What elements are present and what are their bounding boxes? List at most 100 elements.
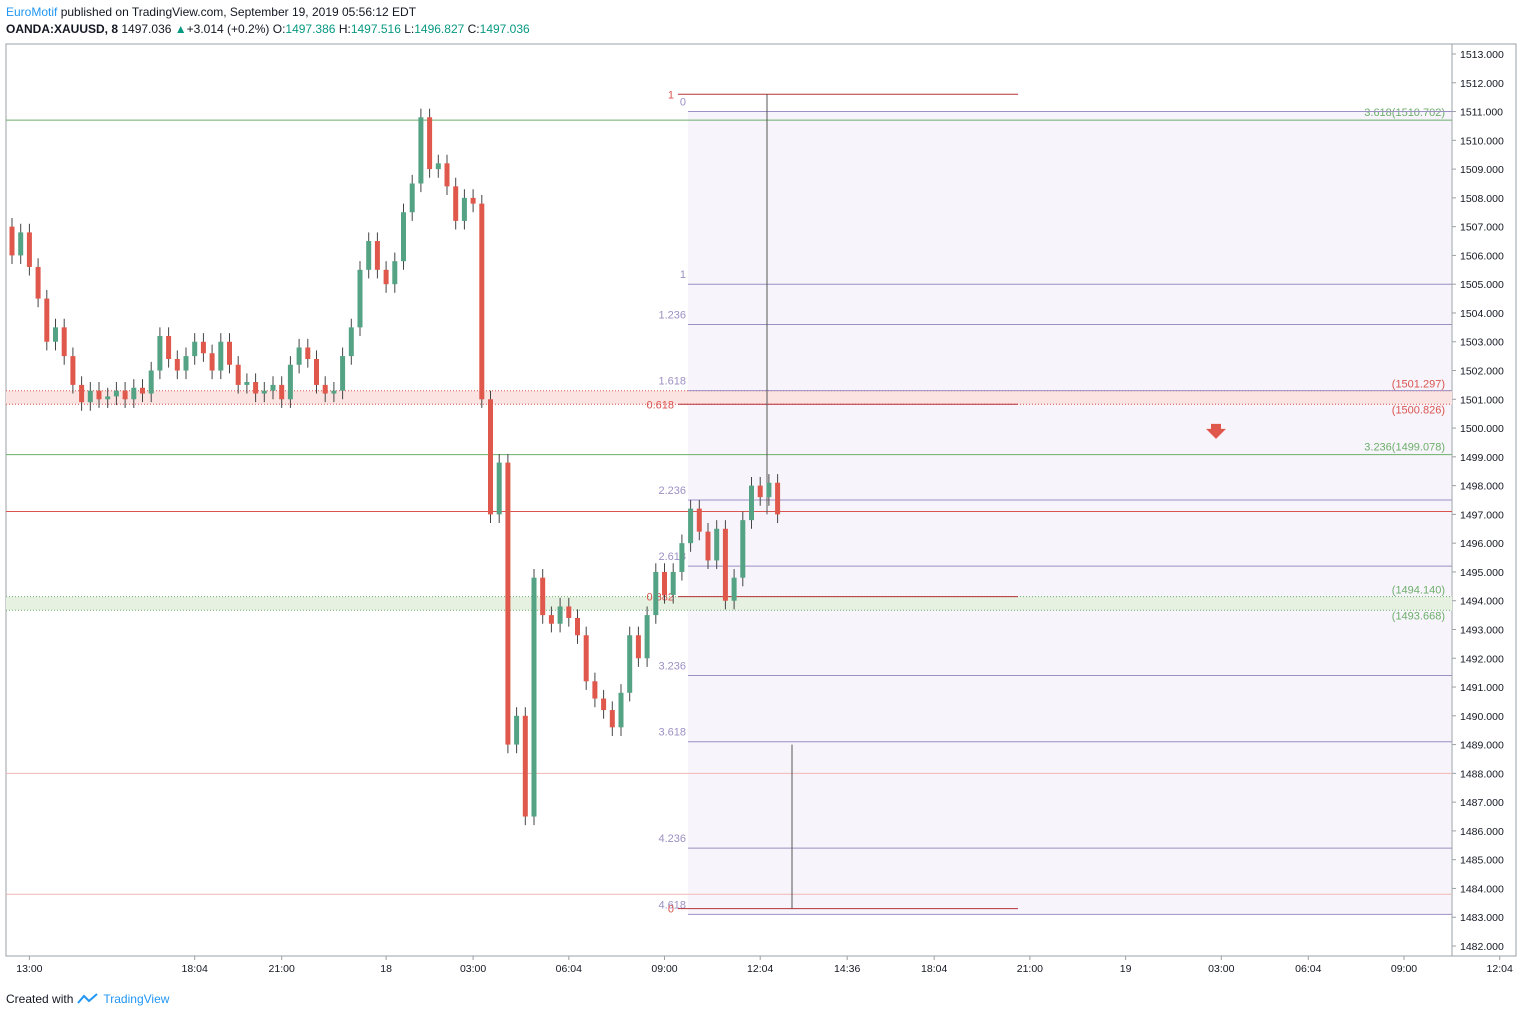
candle-body bbox=[670, 571, 676, 595]
candle-body bbox=[766, 482, 772, 498]
time-axis[interactable]: 13:00 18:04 21:00 18 03:00 06:04 09:00 12:04 14:… bbox=[16, 956, 1513, 975]
candle-body bbox=[731, 577, 737, 601]
fib-extension-label: 1 bbox=[680, 269, 686, 281]
candle-body bbox=[235, 364, 241, 385]
candle-body bbox=[435, 163, 441, 170]
fib-extension-area bbox=[688, 111, 1451, 915]
candle-body bbox=[505, 462, 511, 745]
price-tick-label: 1503.000 bbox=[1460, 337, 1504, 349]
time-tick-label: 18 bbox=[380, 963, 392, 975]
candle-body bbox=[140, 387, 145, 394]
price-tick-label: 1490.000 bbox=[1460, 711, 1504, 723]
candle-body bbox=[357, 269, 363, 328]
price-tick-label: 1505.000 bbox=[1460, 279, 1504, 291]
price-tick-label: 1494.000 bbox=[1460, 596, 1504, 608]
price-tick-label: 1500.000 bbox=[1460, 423, 1504, 435]
fib-extension-label: 4.236 bbox=[658, 833, 686, 845]
candle-body bbox=[157, 335, 163, 371]
candle-body bbox=[192, 341, 198, 357]
candle-body bbox=[348, 327, 354, 357]
candle-body bbox=[331, 390, 337, 394]
price-tick-label: 1483.000 bbox=[1460, 912, 1504, 924]
candle-body bbox=[166, 335, 172, 360]
time-tick-label: 12:04 bbox=[1487, 963, 1513, 975]
candle-body bbox=[174, 359, 180, 371]
price-tick-label: 1482.000 bbox=[1460, 941, 1504, 953]
candle-body bbox=[261, 390, 267, 394]
high-label: H: bbox=[338, 22, 351, 36]
candle-body bbox=[35, 266, 41, 299]
candle-body bbox=[96, 390, 102, 400]
candle-body bbox=[287, 364, 293, 400]
price-tick-label: 1504.000 bbox=[1460, 308, 1504, 320]
horizontal-line-label: 3.236(1499.078) bbox=[1364, 442, 1445, 454]
candle-body bbox=[601, 698, 607, 711]
price-tick-label: 1486.000 bbox=[1460, 826, 1504, 838]
time-tick-label: 14:36 bbox=[834, 963, 860, 975]
candle-body bbox=[453, 186, 459, 221]
price-tick-label: 1512.000 bbox=[1460, 78, 1504, 90]
candle-body bbox=[635, 635, 641, 659]
price-tick-label: 1513.000 bbox=[1460, 49, 1504, 61]
candle-body bbox=[461, 197, 467, 221]
price-tick-label: 1510.000 bbox=[1460, 135, 1504, 147]
candle-body bbox=[279, 384, 285, 400]
candle-body bbox=[696, 508, 702, 532]
candle-body bbox=[714, 528, 720, 561]
time-tick-label: 03:00 bbox=[1208, 963, 1234, 975]
price-tick-label: 1493.000 bbox=[1460, 624, 1504, 636]
zone-bottom-label: (1493.668) bbox=[1392, 610, 1445, 622]
candle-body bbox=[53, 327, 58, 342]
candle-body bbox=[218, 341, 224, 371]
time-tick-label: 18:04 bbox=[921, 963, 947, 975]
tradingview-link[interactable]: TradingView bbox=[103, 992, 170, 1006]
fib-retracement-label: 0.382 bbox=[646, 592, 674, 604]
published-text: published on TradingView.com, September … bbox=[60, 5, 417, 19]
candle-body bbox=[322, 384, 328, 394]
zone-top-label: (1501.297) bbox=[1392, 379, 1445, 391]
candle-body bbox=[522, 715, 528, 817]
candle-body bbox=[244, 382, 250, 385]
candle-body bbox=[296, 347, 302, 365]
open-value: 1497.386 bbox=[285, 22, 336, 36]
time-tick-label: 21:00 bbox=[269, 963, 295, 975]
tradingview-logo-icon bbox=[77, 993, 99, 1004]
symbol-label[interactable]: OANDA:XAUUSD, 8 bbox=[6, 22, 119, 36]
price-tick-label: 1501.000 bbox=[1460, 394, 1504, 406]
markers bbox=[1206, 423, 1226, 439]
candle-body bbox=[209, 353, 215, 371]
time-tick-label: 18:04 bbox=[182, 963, 208, 975]
price-tick-label: 1491.000 bbox=[1460, 682, 1504, 694]
candle-body bbox=[70, 356, 76, 385]
candle-body bbox=[113, 390, 119, 397]
candle-body bbox=[749, 485, 754, 521]
time-tick-label: 03:00 bbox=[460, 963, 486, 975]
candle-body bbox=[9, 226, 15, 256]
candle-body bbox=[26, 232, 32, 267]
candle-body bbox=[401, 212, 406, 262]
price-tick-label: 1511.000 bbox=[1460, 107, 1503, 119]
fib-retracement-label: 0.618 bbox=[646, 399, 674, 411]
time-tick-label: 12:04 bbox=[747, 963, 773, 975]
zone-bottom-label: (1500.826) bbox=[1392, 404, 1445, 416]
price-change: +3.014 (+0.2%) bbox=[186, 22, 270, 36]
candle-body bbox=[609, 710, 615, 728]
zone-red bbox=[6, 390, 1452, 405]
candle-body bbox=[757, 485, 763, 498]
fib-extension-label: 1.618 bbox=[658, 376, 686, 388]
candle-body bbox=[122, 390, 128, 400]
horizontal-line-label: 3.618(1510.702) bbox=[1364, 107, 1445, 119]
fib-extension-label: 2.618 bbox=[658, 551, 686, 563]
author-link[interactable]: EuroMotif bbox=[6, 5, 58, 19]
candle-body bbox=[688, 508, 694, 544]
last-price: 1497.036 bbox=[121, 22, 172, 36]
fib-extension-label: 2.236 bbox=[658, 485, 686, 497]
close-value: 1497.036 bbox=[479, 22, 530, 36]
close-label: C: bbox=[467, 22, 480, 36]
price-tick-label: 1498.000 bbox=[1460, 481, 1504, 493]
candles bbox=[9, 108, 781, 826]
candle-body bbox=[305, 347, 311, 360]
candle-body bbox=[540, 577, 546, 616]
price-axis[interactable]: 1513.000 1512.000 1511.000 1510.000 1509.000… bbox=[1452, 49, 1504, 953]
